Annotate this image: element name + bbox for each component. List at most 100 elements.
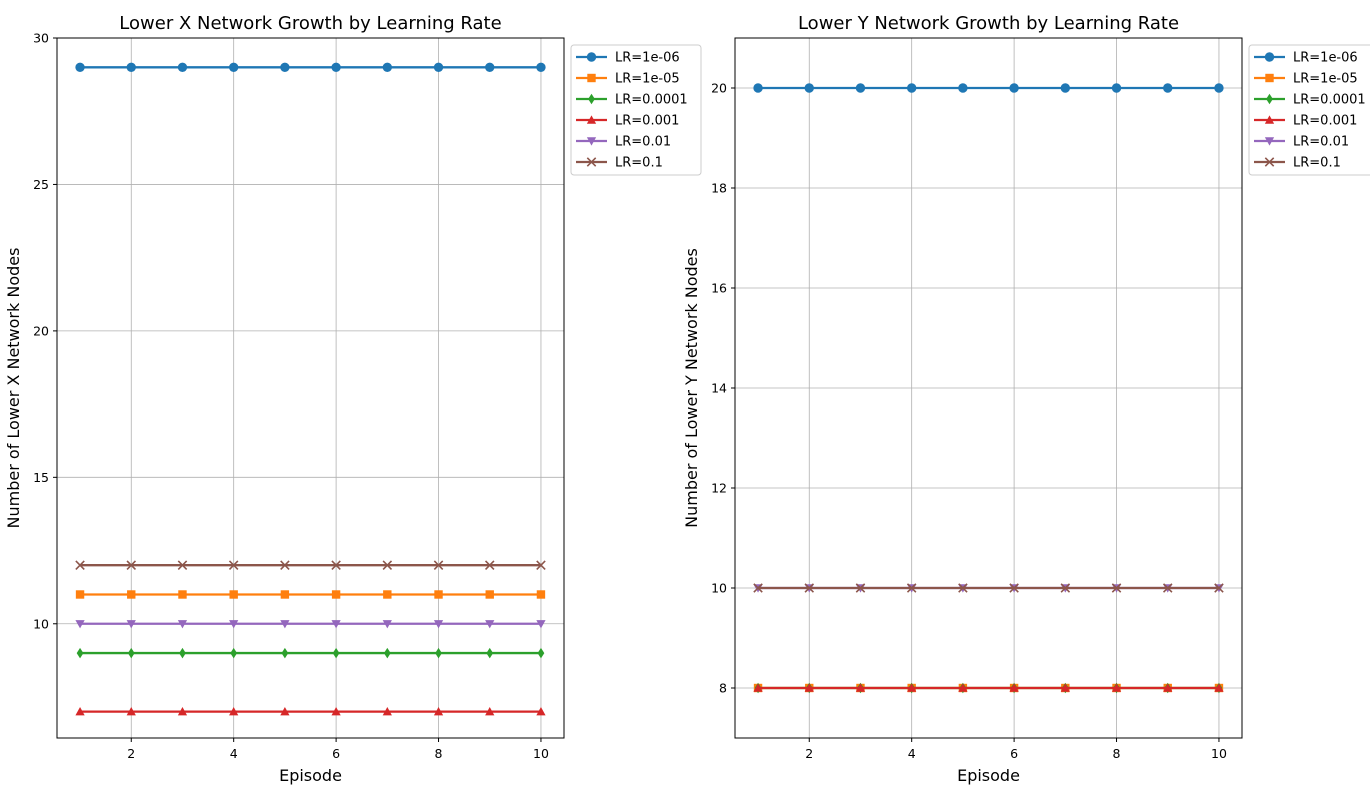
- data-point: [177, 620, 188, 629]
- data-point: [485, 707, 495, 716]
- data-point: [958, 83, 968, 93]
- data-point: [1009, 583, 1019, 593]
- legend-marker: [586, 157, 597, 167]
- legend: LR=1e-06 LR=1e-05 LR=0.0001 LR=0.001 LR=0.01…: [570, 44, 702, 176]
- data-point: [126, 620, 136, 629]
- data-point: [126, 707, 136, 716]
- data-point: [486, 647, 494, 659]
- legend-marker: [587, 73, 596, 83]
- legend: LR=1e-06 LR=1e-05 LR=0.0001 LR=0.001 LR=0.01…: [1248, 44, 1370, 176]
- data-point: [127, 647, 135, 659]
- data-point: [1162, 583, 1173, 593]
- data-point: [536, 590, 546, 599]
- data-point: [383, 590, 392, 599]
- data-point: [804, 83, 814, 93]
- y-axis-label: Number of Lower Y Network Nodes: [682, 248, 701, 528]
- legend-label: LR=0.01: [1293, 135, 1349, 150]
- y-tick-label: 20: [33, 323, 49, 338]
- x-tick-label: 6: [332, 746, 340, 761]
- axes-frame: [56, 37, 565, 739]
- y-tick-label: 16: [711, 281, 727, 296]
- legend-label: LR=0.1: [1293, 156, 1341, 171]
- grid: [57, 37, 564, 738]
- data-point: [383, 647, 391, 659]
- chart-title: Lower Y Network Growth by Learning Rate: [798, 13, 1179, 34]
- grid: [735, 38, 1242, 738]
- data-point: [382, 62, 393, 72]
- y-tick-label: 30: [33, 31, 49, 46]
- data-point: [958, 683, 968, 692]
- y-tick-label: 25: [33, 177, 49, 192]
- data-point: [433, 62, 444, 72]
- legend-marker: [586, 52, 597, 62]
- data-point: [485, 620, 495, 629]
- series-4: [75, 707, 546, 716]
- data-point: [1060, 83, 1071, 93]
- data-point: [230, 647, 238, 659]
- data-point: [229, 620, 239, 629]
- legend-marker: [1264, 115, 1275, 124]
- series-5: [75, 620, 546, 629]
- data-point: [537, 647, 545, 659]
- series-4: [753, 683, 1224, 692]
- data-point: [485, 590, 494, 599]
- data-point: [855, 583, 866, 593]
- data-point: [228, 560, 239, 570]
- y-tick-label: 20: [711, 81, 727, 96]
- data-point: [1111, 683, 1122, 692]
- data-point: [1060, 583, 1071, 593]
- data-point: [1111, 83, 1122, 93]
- series-1: [753, 83, 1224, 93]
- data-point: [907, 683, 917, 692]
- data-point: [485, 62, 495, 72]
- data-point: [229, 590, 238, 599]
- data-point: [280, 62, 290, 72]
- data-point: [1163, 683, 1173, 692]
- x-tick-label: 10: [533, 746, 549, 761]
- data-point: [382, 560, 393, 570]
- x-tick-label: 10: [1211, 746, 1227, 761]
- data-point: [804, 583, 815, 593]
- legend-label: LR=0.001: [1293, 114, 1357, 129]
- x-tick-label: 8: [1113, 746, 1121, 761]
- data-point: [75, 620, 85, 629]
- data-point: [280, 560, 290, 570]
- data-point: [1163, 83, 1173, 93]
- data-point: [1060, 683, 1070, 692]
- data-point: [536, 707, 546, 716]
- data-point: [435, 647, 442, 659]
- data-point: [958, 583, 968, 593]
- legend-label: LR=1e-05: [1293, 72, 1358, 87]
- data-point: [536, 620, 546, 629]
- data-point: [484, 560, 495, 570]
- x-tick-label: 4: [230, 746, 238, 761]
- data-point: [75, 62, 85, 72]
- data-point: [228, 62, 239, 72]
- data-point: [281, 647, 289, 659]
- data-point: [855, 683, 866, 692]
- data-point: [178, 590, 187, 599]
- data-point: [906, 583, 917, 593]
- data-point: [76, 647, 84, 659]
- data-point: [855, 83, 866, 93]
- x-tick-label: 8: [435, 746, 443, 761]
- legend-label: LR=1e-06: [1293, 51, 1358, 66]
- y-tick-label: 8: [719, 681, 727, 696]
- legend-label: LR=0.1: [615, 156, 663, 171]
- data-point: [753, 83, 763, 93]
- chart-panel-2: 2 4 6 8 10 8 10 12 14 16 18 20 Lower Y Network Growt…: [682, 13, 1370, 785]
- data-point: [906, 83, 917, 93]
- data-point: [1009, 83, 1019, 93]
- data-point: [1214, 583, 1224, 593]
- data-point: [280, 707, 290, 716]
- legend-label: LR=1e-05: [615, 72, 680, 87]
- data-point: [331, 590, 341, 599]
- legend-marker: [1264, 157, 1275, 167]
- legend-label: LR=1e-06: [615, 51, 680, 66]
- data-point: [433, 707, 444, 716]
- data-point: [753, 683, 763, 692]
- legend-marker: [588, 93, 595, 105]
- legend-marker: [586, 115, 597, 124]
